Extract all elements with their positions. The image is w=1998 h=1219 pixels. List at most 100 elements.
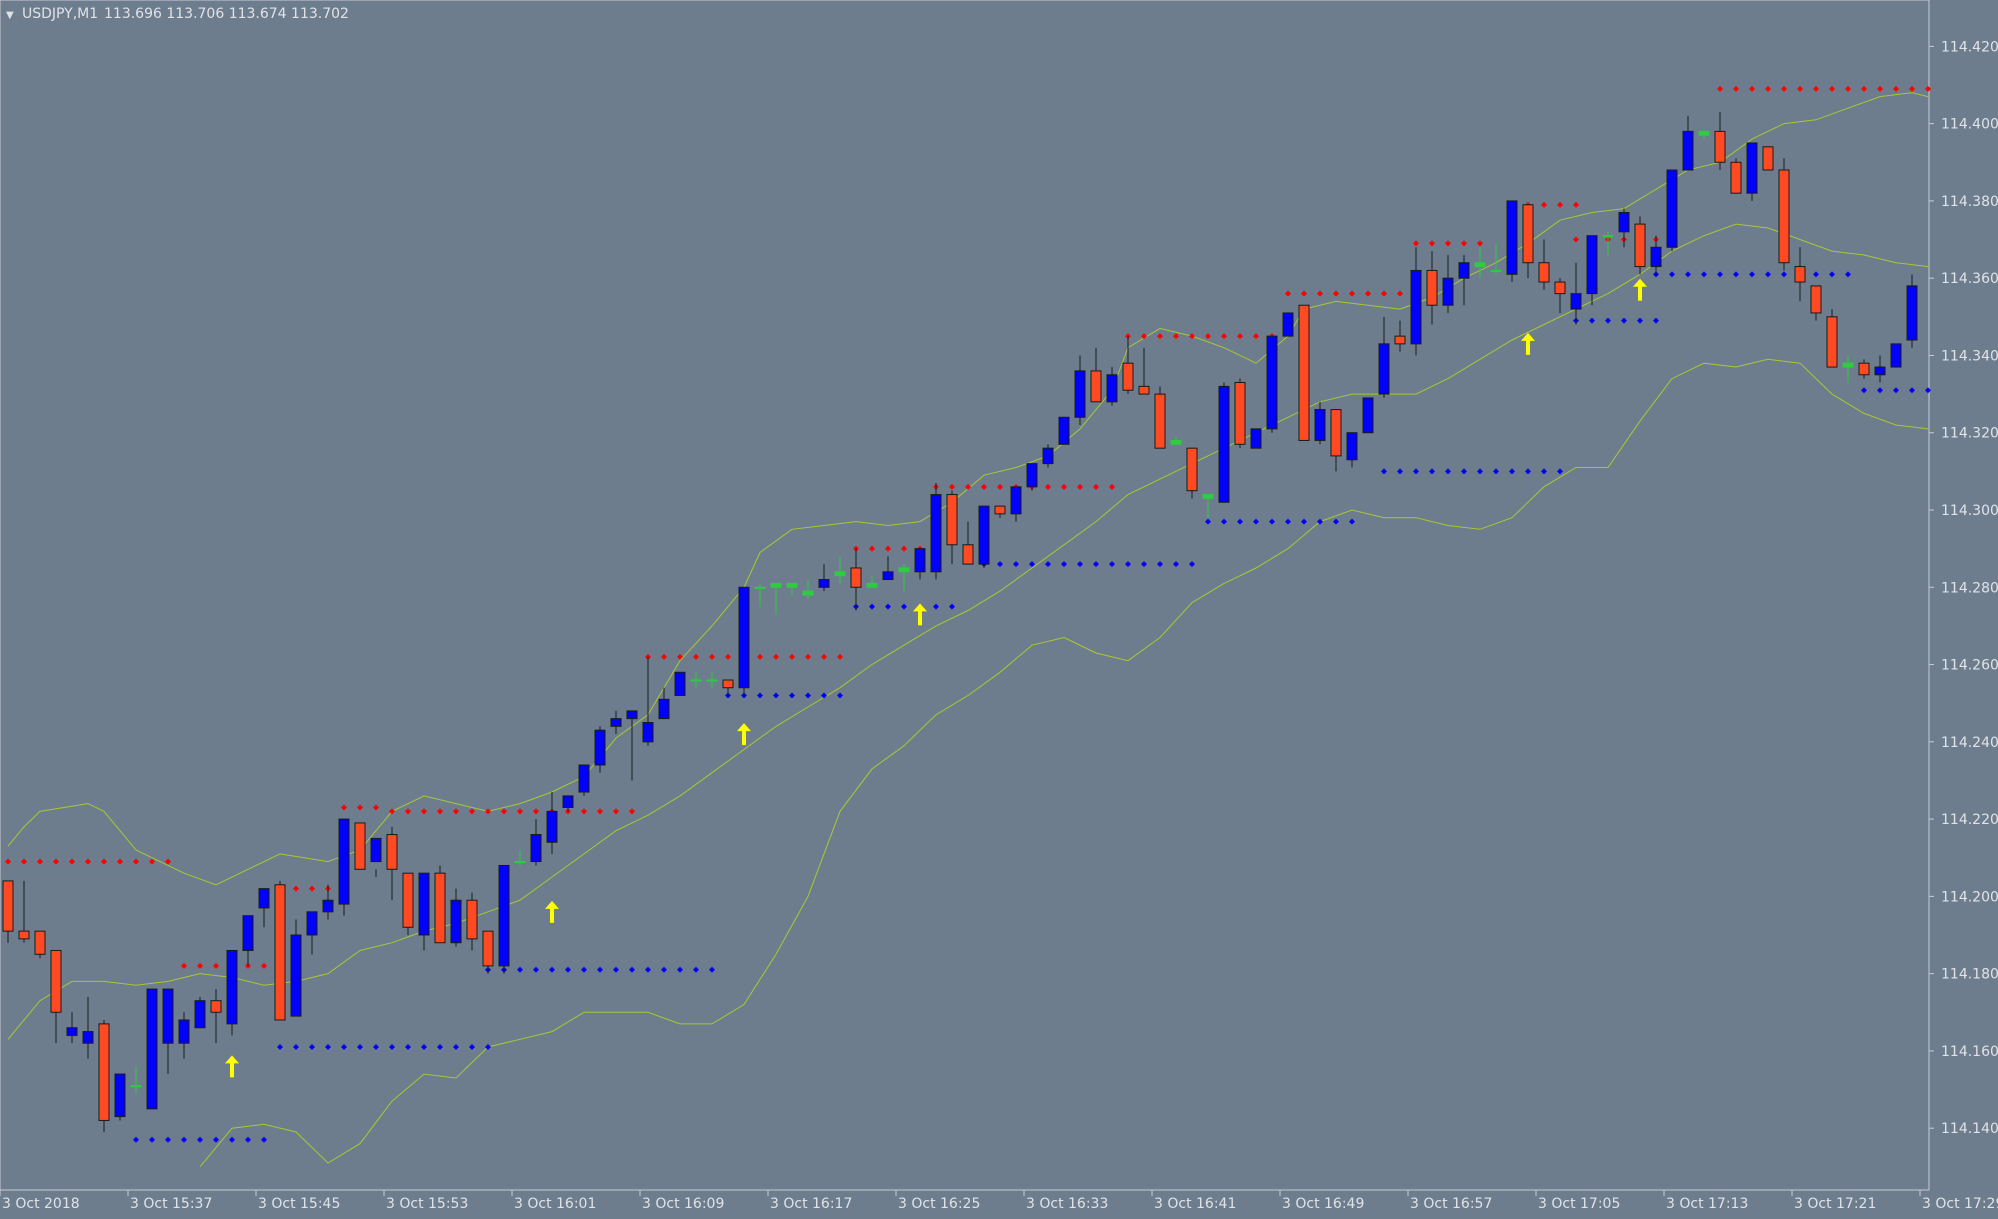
support-dot [1477,468,1483,475]
candle [1458,255,1470,306]
candle-body [994,505,1006,515]
candle [466,892,478,951]
support-dot [181,1136,187,1143]
time-axis: 3 Oct 2018 3 Oct 15:37 3 Oct 15:45 3 Oct 15… [0,1190,1998,1212]
support-dot [1717,271,1723,278]
candle-body [1170,439,1182,445]
candle-body [882,571,894,581]
candle [1586,235,1598,306]
candle [530,819,542,866]
candle [514,850,526,866]
candle [354,822,366,870]
resistance-dot [789,653,795,660]
support-dot [1205,518,1211,525]
support-dot [821,692,827,699]
candle [194,996,206,1029]
support-dot [1045,561,1051,568]
candle [770,582,782,615]
support-dot [1013,561,1019,568]
candle [1794,247,1806,302]
candle-body [546,810,558,843]
resistance-dot [869,545,875,552]
candle [482,930,494,974]
candle [34,930,46,959]
resistance-dot [1061,483,1067,490]
candle [626,710,638,781]
resistance-dot [421,808,427,815]
candle [1218,382,1230,503]
candle-body [1554,281,1566,295]
price-tick-label: 114.180 [1941,967,1998,983]
symbol-label: USDJPY,M1 [22,6,98,22]
price-tick-label: 114.280 [1941,580,1998,596]
resistance-dot [501,808,507,815]
candle-body [1410,269,1422,345]
resistance-dot [693,653,699,660]
candle-body [1778,169,1790,264]
time-tick-label: 3 Oct 15:37 [130,1196,212,1212]
resistance-dot [1077,483,1083,490]
support-dot [165,1136,171,1143]
time-tick-label: 3 Oct 17:05 [1538,1196,1620,1212]
bollinger-middle-line [7,223,1929,1040]
support-dot [837,692,843,699]
candle-body [1362,397,1374,434]
resistance-dot [373,804,379,811]
candle-body [834,571,846,577]
resistance-dot [837,653,843,660]
candle-body [82,1031,94,1044]
candle [1250,428,1262,449]
support-dot [245,1136,251,1143]
support-dot [1589,317,1595,324]
candle [1554,278,1566,313]
candle-body [1186,447,1198,492]
support-dot [1829,271,1835,278]
candle-body [1474,262,1486,268]
candle-body [1506,200,1518,275]
candle-body [1682,130,1694,171]
candle-body [1122,362,1134,391]
support-dot [805,692,811,699]
resistance-dot [725,653,731,660]
chart-menu-icon[interactable]: ▼ [6,10,14,21]
resistance-dot [1333,290,1339,297]
resistance-dot [1477,240,1483,247]
candle [1442,255,1454,313]
support-dot [1269,518,1275,525]
time-tick-label: 3 Oct 16:17 [770,1196,852,1212]
resistance-dot [997,483,1003,490]
resistance-dot [981,483,987,490]
time-tick-label: 3 Oct 17:21 [1794,1196,1876,1212]
support-dot [1173,561,1179,568]
candle-body [1730,161,1742,194]
support-dot [629,966,635,973]
candle [738,586,750,696]
price-tick-label: 114.300 [1941,503,1998,519]
resistance-dot [1381,290,1387,297]
candle [1842,355,1854,383]
resistance-dot [309,885,315,892]
candle-body [706,679,718,682]
candle-body [162,988,174,1044]
support-dot [277,1044,283,1051]
candle [98,1020,110,1133]
support-dot [261,1136,267,1143]
candle [1906,274,1918,348]
support-dot [1909,387,1915,394]
candle [978,505,990,568]
signal-arrows [225,278,1647,1078]
candle-body [770,582,782,588]
candle [322,884,334,920]
candle [1010,486,1022,522]
candle-body [1666,169,1678,248]
resistance-dot [341,804,347,811]
candle-body [978,505,990,565]
support-dot [1077,561,1083,568]
candle [1154,386,1166,449]
support-dot [373,1044,379,1051]
resistance-dot [1349,290,1355,297]
candle-body [1042,447,1054,465]
support-dot [1733,271,1739,278]
resistance-dot [1541,201,1547,208]
resistance-dot [757,653,763,660]
